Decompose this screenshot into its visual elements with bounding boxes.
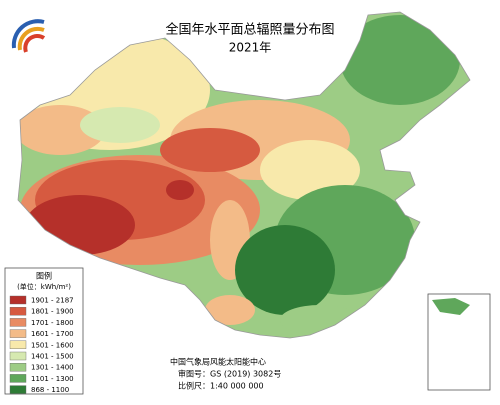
legend-label: 1601 - 1700	[31, 330, 74, 338]
inset-land	[432, 298, 470, 315]
legend-items: 1901 - 2187 1801 - 1900 1701 - 1800 1601 - …	[9, 295, 74, 394]
footer-scale: 比例尺：1:40 000 000	[178, 381, 264, 391]
legend-swatch	[9, 385, 27, 394]
border	[17, 11, 471, 339]
legend-label: 868 - 1100	[31, 386, 69, 394]
title: 全国年水平面总辐照量分布图	[165, 22, 334, 38]
footer-org: 中国气象局风能太阳能中心	[170, 357, 266, 367]
subtitle: 2021年	[229, 41, 272, 55]
legend-label: 1801 - 1900	[31, 308, 74, 316]
legend-title: 图例	[36, 271, 52, 281]
legend-swatch	[9, 374, 27, 383]
legend-swatch	[9, 329, 27, 338]
logo	[11, 19, 46, 53]
legend-swatch	[9, 295, 27, 305]
legend-label: 1401 - 1500	[31, 353, 74, 361]
legend-swatch	[9, 318, 27, 327]
legend-swatch	[9, 340, 27, 349]
legend-swatch	[9, 307, 27, 316]
legend-label: 1501 - 1600	[31, 341, 74, 349]
legend-label: 1301 - 1400	[31, 364, 74, 372]
legend-label: 1101 - 1300	[31, 375, 74, 383]
legend-label: 1701 - 1800	[31, 319, 74, 327]
legend-label: 1901 - 2187	[31, 297, 74, 305]
legend-swatch	[9, 363, 27, 372]
legend-unit: (单位：kWh/m²)	[17, 282, 71, 291]
legend-swatch	[9, 351, 27, 361]
footer-approval: 审图号：GS (2019) 3082号	[178, 369, 281, 379]
